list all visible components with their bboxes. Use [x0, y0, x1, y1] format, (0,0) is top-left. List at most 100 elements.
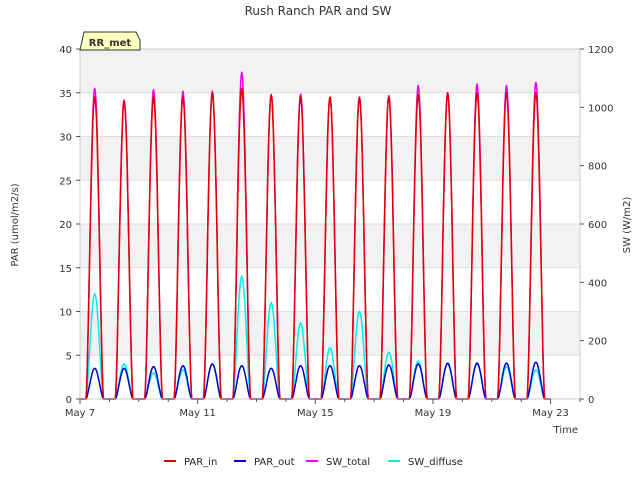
data-point-par-out	[93, 367, 96, 370]
x-axis-label: Time	[553, 425, 578, 436]
x-tick-label: May 19	[415, 408, 452, 419]
right-axis: 0 200 400 600 800 1000 1200	[580, 45, 613, 406]
data-point-sw-total	[240, 71, 243, 74]
data-point-sw-diffuse	[388, 351, 390, 354]
data-point-sw-diffuse	[358, 310, 361, 313]
left-tick-label: 0	[66, 395, 72, 406]
right-tick-label: 800	[588, 162, 607, 173]
legend-item-par-in: PAR_in	[164, 457, 217, 468]
legend-label: SW_diffuse	[408, 457, 463, 468]
data-point-par-in	[535, 91, 537, 94]
x-tick-label: May 23	[532, 408, 569, 419]
data-point-par-in	[505, 91, 508, 94]
right-tick-label: 0	[588, 395, 594, 406]
plot-background	[80, 49, 580, 356]
right-tick-label: 400	[588, 278, 607, 289]
right-tick-label: 1000	[588, 103, 613, 114]
data-point-sw-diffuse	[505, 366, 508, 368]
data-point-par-in	[329, 96, 331, 98]
data-point-sw-total	[388, 94, 390, 97]
data-point-par-in	[270, 93, 272, 96]
data-point-sw-diffuse	[93, 293, 96, 295]
data-point-sw-diffuse	[270, 301, 272, 304]
right-tick-label: 1200	[588, 45, 613, 56]
data-point-par-in	[417, 93, 420, 96]
data-point-par-in	[123, 100, 125, 103]
x-axis: May 7 May 11 May 15 May 19 May 23	[65, 399, 581, 419]
data-point-sw-diffuse	[417, 360, 420, 362]
data-point-par-out	[123, 367, 125, 370]
data-point-par-out	[446, 362, 449, 364]
legend-label: PAR_in	[184, 457, 217, 468]
x-tick-label: May 15	[297, 408, 334, 419]
data-point-par-in	[476, 91, 478, 94]
x-tick-label: May 7	[65, 408, 95, 419]
left-tick-label: 35	[59, 89, 72, 100]
plot-band	[80, 136, 580, 181]
legend-label: SW_total	[326, 457, 370, 468]
annotation-badge: RR_met	[79, 31, 141, 51]
left-tick-label: 40	[59, 45, 72, 56]
data-point-sw-diffuse	[152, 371, 155, 374]
data-point-sw-total	[182, 90, 184, 93]
data-point-par-out	[211, 363, 214, 365]
legend-item-sw-total: SW_total	[306, 457, 370, 468]
data-point-par-out	[358, 364, 361, 367]
data-point-sw-diffuse	[535, 369, 537, 371]
data-point-par-out	[388, 364, 390, 366]
annotation-label: RR_met	[89, 38, 132, 49]
data-point-par-in	[93, 96, 96, 98]
data-point-sw-diffuse	[123, 363, 125, 365]
data-point-sw-diffuse	[299, 322, 302, 324]
legend: PAR_in PAR_out SW_total SW_diffuse	[164, 457, 463, 468]
left-tick-label: 25	[59, 176, 72, 187]
data-point-sw-diffuse	[329, 347, 331, 349]
data-point-par-out	[329, 364, 331, 367]
left-tick-label: 15	[59, 264, 72, 275]
data-point-sw-diffuse	[240, 275, 243, 278]
left-tick-label: 10	[59, 308, 72, 319]
data-point-sw-total	[535, 81, 537, 84]
data-point-par-in	[240, 87, 243, 90]
x-tick-label: May 11	[179, 408, 216, 419]
data-point-par-out	[535, 361, 537, 364]
data-point-sw-total	[211, 90, 214, 93]
data-point-par-in	[388, 96, 390, 98]
legend-item-par-out: PAR_out	[234, 457, 295, 468]
data-point-par-out	[182, 364, 184, 367]
plot-band	[80, 224, 580, 268]
data-point-par-in	[182, 96, 184, 98]
data-point-par-out	[152, 365, 155, 368]
data-point-par-out	[270, 367, 272, 370]
left-tick-label: 20	[59, 220, 72, 231]
data-point-par-out	[417, 363, 420, 365]
data-point-sw-diffuse	[182, 369, 184, 371]
left-tick-label: 30	[59, 133, 72, 144]
data-point-par-in	[299, 96, 302, 98]
left-tick-label: 5	[66, 351, 72, 362]
data-point-par-out	[299, 364, 302, 367]
data-point-sw-total	[476, 83, 478, 85]
legend-item-sw-diffuse: SW_diffuse	[388, 457, 463, 468]
data-point-par-out	[240, 364, 243, 367]
left-axis: 0 5 10 15 20 25 30 35 40	[59, 45, 80, 406]
data-point-par-in	[358, 96, 361, 98]
data-point-sw-total	[299, 93, 302, 96]
right-tick-label: 200	[588, 337, 607, 348]
data-point-par-in	[211, 91, 214, 94]
right-axis-label: SW (W/m2)	[622, 197, 633, 254]
left-axis-label: PAR (umol/m2/s)	[10, 183, 21, 266]
data-point-par-in	[152, 96, 155, 98]
data-point-sw-total	[505, 84, 508, 87]
data-point-par-out	[476, 362, 478, 364]
data-point-sw-total	[123, 99, 125, 101]
data-point-sw-total	[93, 87, 96, 90]
data-point-par-in	[446, 91, 449, 94]
data-point-par-out	[505, 362, 508, 364]
chart-title: Rush Ranch PAR and SW	[245, 4, 392, 18]
right-tick-label: 600	[588, 220, 607, 231]
data-point-sw-total	[417, 84, 420, 87]
legend-label: PAR_out	[254, 457, 295, 468]
data-point-sw-total	[152, 89, 155, 91]
